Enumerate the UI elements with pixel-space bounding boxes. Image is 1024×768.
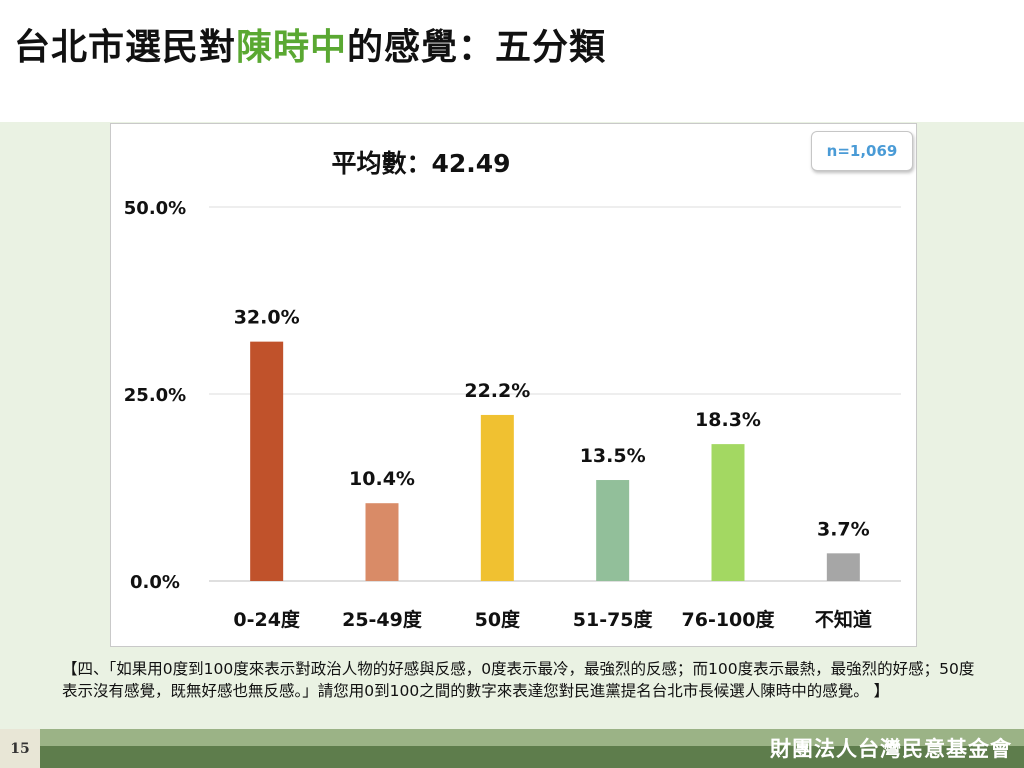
x-tick-label: 不知道: [815, 608, 872, 631]
x-tick-label: 51-75度: [573, 608, 654, 631]
title-highlight: 陳時中: [236, 27, 348, 68]
footer-bar: [0, 729, 1024, 768]
page-title: 台北市選民對陳時中的感覺：五分類: [14, 18, 606, 78]
data-label: 13.5%: [580, 445, 646, 467]
bar: [480, 414, 514, 581]
footer-stripe: [0, 729, 1024, 746]
y-tick-label: 0.0%: [130, 572, 180, 593]
title-suffix: 的感覺：五分類: [347, 27, 607, 68]
title-prefix: 台北市選民對: [14, 27, 237, 68]
bar: [711, 444, 745, 581]
data-label: 32.0%: [234, 307, 300, 329]
bar: [826, 553, 860, 581]
data-label: 18.3%: [695, 409, 761, 431]
bar: [596, 480, 630, 581]
bar: [365, 503, 399, 581]
data-label: 3.7%: [817, 518, 870, 540]
x-tick-label: 25-49度: [342, 608, 423, 631]
question-note: 【四、「如果用0度到100度來表示對政治人物的好感與反感，0度表示最冷，最強烈的…: [62, 660, 975, 700]
organization-name: 財團法人台灣民意基金會: [770, 737, 1012, 761]
x-tick-label: 50度: [475, 608, 521, 631]
y-tick-label: 25.0%: [124, 385, 186, 406]
chart-title: 平均數：42.49: [331, 149, 511, 178]
chart-panel: 0.0% 25.0% 50.0% 32.0% 0-24度 10.4% 25-49度 22.2%…: [110, 123, 917, 647]
data-label: 10.4%: [349, 468, 415, 490]
x-tick-label: 76-100度: [682, 608, 776, 631]
y-tick-label: 50.0%: [124, 198, 186, 219]
page-number: 15: [0, 729, 40, 768]
bar-chart: 0.0% 25.0% 50.0% 32.0% 0-24度 10.4% 25-49度 22.2%…: [124, 198, 901, 631]
x-tick-label: 0-24度: [233, 608, 301, 631]
data-label: 22.2%: [464, 380, 530, 402]
bar: [250, 341, 284, 581]
sample-size-badge: n=1,069: [811, 131, 913, 171]
